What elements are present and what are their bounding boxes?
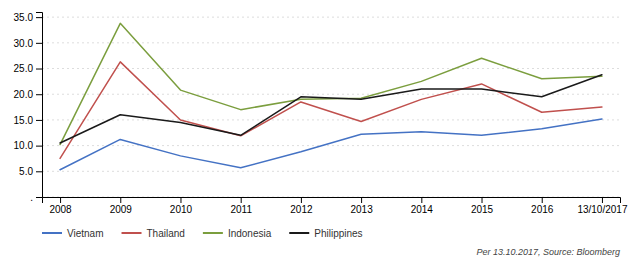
- tick-label: 2010: [170, 204, 193, 215]
- tick-label: 20.0: [14, 89, 34, 100]
- tick-label: 15.0: [14, 115, 34, 126]
- tick: 35.0: [14, 12, 42, 23]
- series-line: [60, 62, 602, 159]
- tick: 2016: [531, 197, 554, 215]
- legend-label: Indonesia: [228, 228, 272, 239]
- tick-mark: [301, 197, 302, 203]
- tick-mark: [60, 197, 61, 203]
- legend-swatch: [203, 232, 223, 234]
- tick-mark: [180, 197, 181, 203]
- legend-swatch: [289, 232, 309, 234]
- tick: 10.0: [14, 140, 42, 151]
- tick-mark: [241, 197, 242, 203]
- x-axis: 2008 2009 2010 2011 2012 2013 2014 2015 2016 13/1…: [43, 197, 628, 215]
- grid-line: [42, 119, 620, 120]
- tick-label: 2014: [411, 204, 434, 215]
- grid-line: [42, 94, 620, 95]
- tick-mark: [421, 197, 422, 203]
- tick-label: 10.0: [14, 140, 34, 151]
- tick: 5.0: [19, 166, 42, 177]
- tick-mark: [120, 197, 121, 203]
- tick-label: 35.0: [14, 12, 34, 23]
- tick: 2014: [411, 197, 434, 215]
- tick-label: 5.0: [19, 166, 33, 177]
- tick-mark: [36, 146, 42, 147]
- series-line: [60, 23, 602, 144]
- tick-label: 2008: [49, 204, 72, 215]
- tick: 13/10/2017: [577, 197, 627, 215]
- tick: 2013: [350, 197, 373, 215]
- tick-label: 13/10/2017: [577, 204, 627, 215]
- tick-mark: [36, 17, 42, 18]
- tick-mark: [36, 171, 42, 172]
- tick: 2012: [290, 197, 313, 215]
- tick-mark: [542, 197, 543, 203]
- chart: . 5.0 10.0 15.0 20.0 25.0 30.0 35.0 2008 2009 2010…: [0, 0, 640, 263]
- tick-mark: [602, 197, 603, 203]
- tick-label: 2011: [230, 204, 252, 215]
- tick-label: 30.0: [14, 38, 34, 49]
- tick: 25.0: [14, 63, 42, 74]
- legend-swatch: [122, 232, 142, 234]
- legend-item: Philippines: [289, 228, 362, 239]
- tick-mark: [36, 43, 42, 44]
- tick: 20.0: [14, 89, 42, 100]
- axis-line: [36, 13, 43, 198]
- tick: 2009: [110, 197, 133, 215]
- series-line: [60, 75, 602, 143]
- tick: 2015: [471, 197, 494, 215]
- grid-line: [42, 17, 620, 18]
- legend-item: Indonesia: [203, 228, 272, 239]
- plot: . 5.0 10.0 15.0 20.0 25.0 30.0 35.0 2008 2009 2010…: [14, 12, 628, 215]
- tick: 30.0: [14, 38, 42, 49]
- tick-mark: [361, 197, 362, 203]
- legend-label: Thailand: [147, 228, 185, 239]
- legend: Vietnam Thailand Indonesia Philippines: [42, 228, 363, 239]
- grid-line: [42, 145, 620, 146]
- annotation: Per 13.10.2017, Source: Bloomberg: [476, 247, 620, 257]
- tick-mark: [482, 197, 483, 203]
- legend-label: Vietnam: [67, 228, 104, 239]
- tick-mark: [36, 197, 42, 198]
- tick: 2011: [230, 197, 252, 215]
- y-axis: . 5.0 10.0 15.0 20.0 25.0 30.0 35.0: [14, 12, 43, 203]
- tick: 15.0: [14, 115, 42, 126]
- grid-line: [42, 171, 620, 172]
- tick-mark: [36, 120, 42, 121]
- tick-label: 25.0: [14, 63, 34, 74]
- tick-label: 2012: [290, 204, 313, 215]
- legend-label: Philippines: [314, 228, 362, 239]
- series-line: [60, 119, 602, 170]
- grid: [42, 17, 620, 197]
- grid-line: [42, 68, 620, 69]
- tick: 2008: [49, 197, 72, 215]
- tick-label: .: [30, 192, 33, 203]
- tick-mark: [36, 69, 42, 70]
- legend-item: Vietnam: [42, 228, 104, 239]
- tick-mark: [36, 94, 42, 95]
- grid-line: [42, 42, 620, 43]
- axis-line: [43, 198, 621, 204]
- tick: 2010: [170, 197, 193, 215]
- tick-label: 2009: [110, 204, 133, 215]
- lines: [60, 23, 602, 169]
- tick-label: 2015: [471, 204, 494, 215]
- tick-label: 2016: [531, 204, 554, 215]
- tick: .: [30, 192, 42, 203]
- tick-label: 2013: [350, 204, 373, 215]
- legend-swatch: [42, 232, 62, 234]
- legend-item: Thailand: [122, 228, 185, 239]
